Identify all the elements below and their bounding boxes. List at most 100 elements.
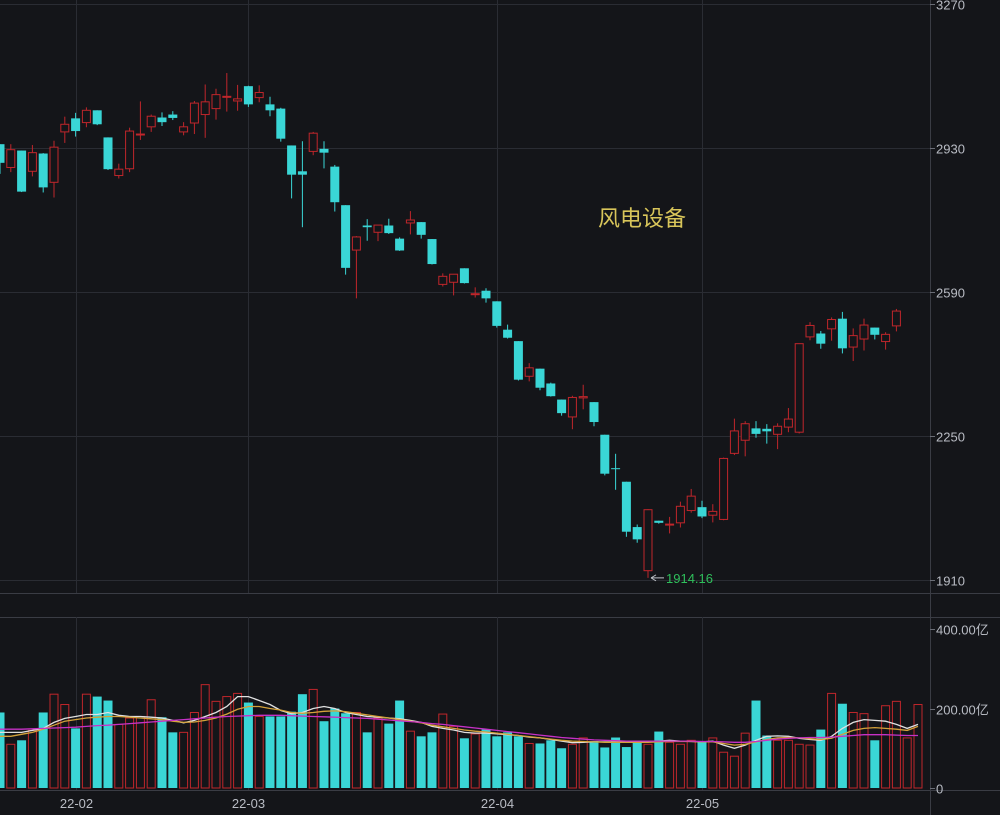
candle-body-down [0,144,5,163]
candle-body-down [103,137,113,170]
volume-bar-down [287,711,297,788]
candle-body-down [319,148,329,153]
candle-body-up [881,333,891,343]
volume-bar-up [146,699,156,789]
candle-body-up [708,510,718,516]
volume-bar-down [492,736,502,788]
volume-bar-down [0,712,5,788]
volume-bar-down [762,735,772,788]
chart-title: 风电设备 [598,207,686,232]
price-tick-label: 2250 [936,430,965,445]
candle-body-up [783,418,793,428]
candle-body-up [524,367,534,377]
volume-bar-down [589,741,599,788]
candle-body-up [114,168,124,177]
volume-bar-up [686,739,696,789]
volume-bar-up [308,688,318,789]
price-tick-label: 3270 [936,0,965,13]
candle-body-down [557,399,567,414]
candle-body-down [751,428,761,434]
candle-body-up [308,132,318,152]
volume-bar-up [114,723,124,789]
candle-body-down [503,329,513,338]
volume-bar-down [168,732,178,788]
volume-bar-up [6,743,16,789]
candle-body-down [481,290,491,299]
volume-bar-down [297,694,307,788]
volume-bar-up [805,744,815,789]
volume-bar-down [265,716,275,788]
volume-bar-down [513,736,523,788]
volume-bar-down [427,732,437,788]
volume-bar-down [92,696,102,788]
candle-body-up [27,152,37,172]
candle-body-up [740,423,750,441]
volume-bar-up [773,739,783,789]
volume-bar-down [546,740,556,788]
volume-bar-down [751,700,761,788]
candle-body-down [600,434,610,474]
candle-body-up [859,324,869,340]
low-arrow-head [650,574,657,582]
candle-body-down [92,110,102,125]
volume-bar-up [848,711,858,789]
candle-body-up [665,523,675,526]
candle-body-down [395,238,405,251]
candle-body-up [643,509,653,572]
candle-body-down [837,318,847,349]
candle-body-down [243,86,253,105]
volume-bar-down [38,712,48,788]
volume-bar-up [740,732,750,789]
candle-body-up [827,319,837,330]
volume-bar-down [243,702,253,788]
volume-bar-up [222,696,232,789]
candle-body-down [870,327,880,335]
candle-body-down [17,150,27,192]
volume-bar-down [557,748,567,788]
low-price-label: 1914.16 [666,571,713,586]
candle-body-down [157,117,167,123]
volume-ma-line [0,714,918,743]
candle-body-up [200,101,210,116]
candle-body-up [729,430,739,454]
volume-bar-up [405,730,415,789]
volume-bar-up [524,742,534,789]
volume-bar-down [276,716,286,788]
candle-body-down [287,145,297,175]
volume-bar-up [729,755,739,789]
candle-body-down [632,527,642,540]
volume-bar-down [600,747,610,788]
candle-body-down [492,301,502,326]
candle-body-up [686,495,696,512]
volume-bar-down [654,731,664,788]
volume-bar-down [71,728,81,788]
candle-body-up [675,505,685,524]
volume-bar-down [503,732,513,788]
volume-bar-up [189,711,199,789]
candle-body-down [330,166,340,203]
candle-body-down [654,520,664,523]
candle-body-down [589,402,599,423]
candle-body-up [805,324,815,338]
volume-bar-up [891,700,901,789]
candle-body-down [611,468,621,470]
candle-body-up [211,94,221,110]
price-tick-label: 2930 [936,142,965,157]
candle-body-up [794,343,804,433]
x-tick-label: 22-05 [686,796,719,811]
candle-body-down [546,383,556,397]
x-tick-label: 22-04 [481,796,514,811]
candle-body-down [362,225,372,228]
volume-bar-down [481,729,491,788]
candle-body-up [81,109,91,124]
volume-ma-line [0,695,919,749]
volume-bar-up [470,733,480,789]
volume-bar-up [881,705,891,789]
volume-bar-up [643,743,653,789]
candle-body-up [135,133,145,136]
volume-bar-down [697,741,707,788]
volume-bar-down [330,708,340,788]
candle-body-up [567,396,577,418]
candle-body-down [513,341,523,380]
